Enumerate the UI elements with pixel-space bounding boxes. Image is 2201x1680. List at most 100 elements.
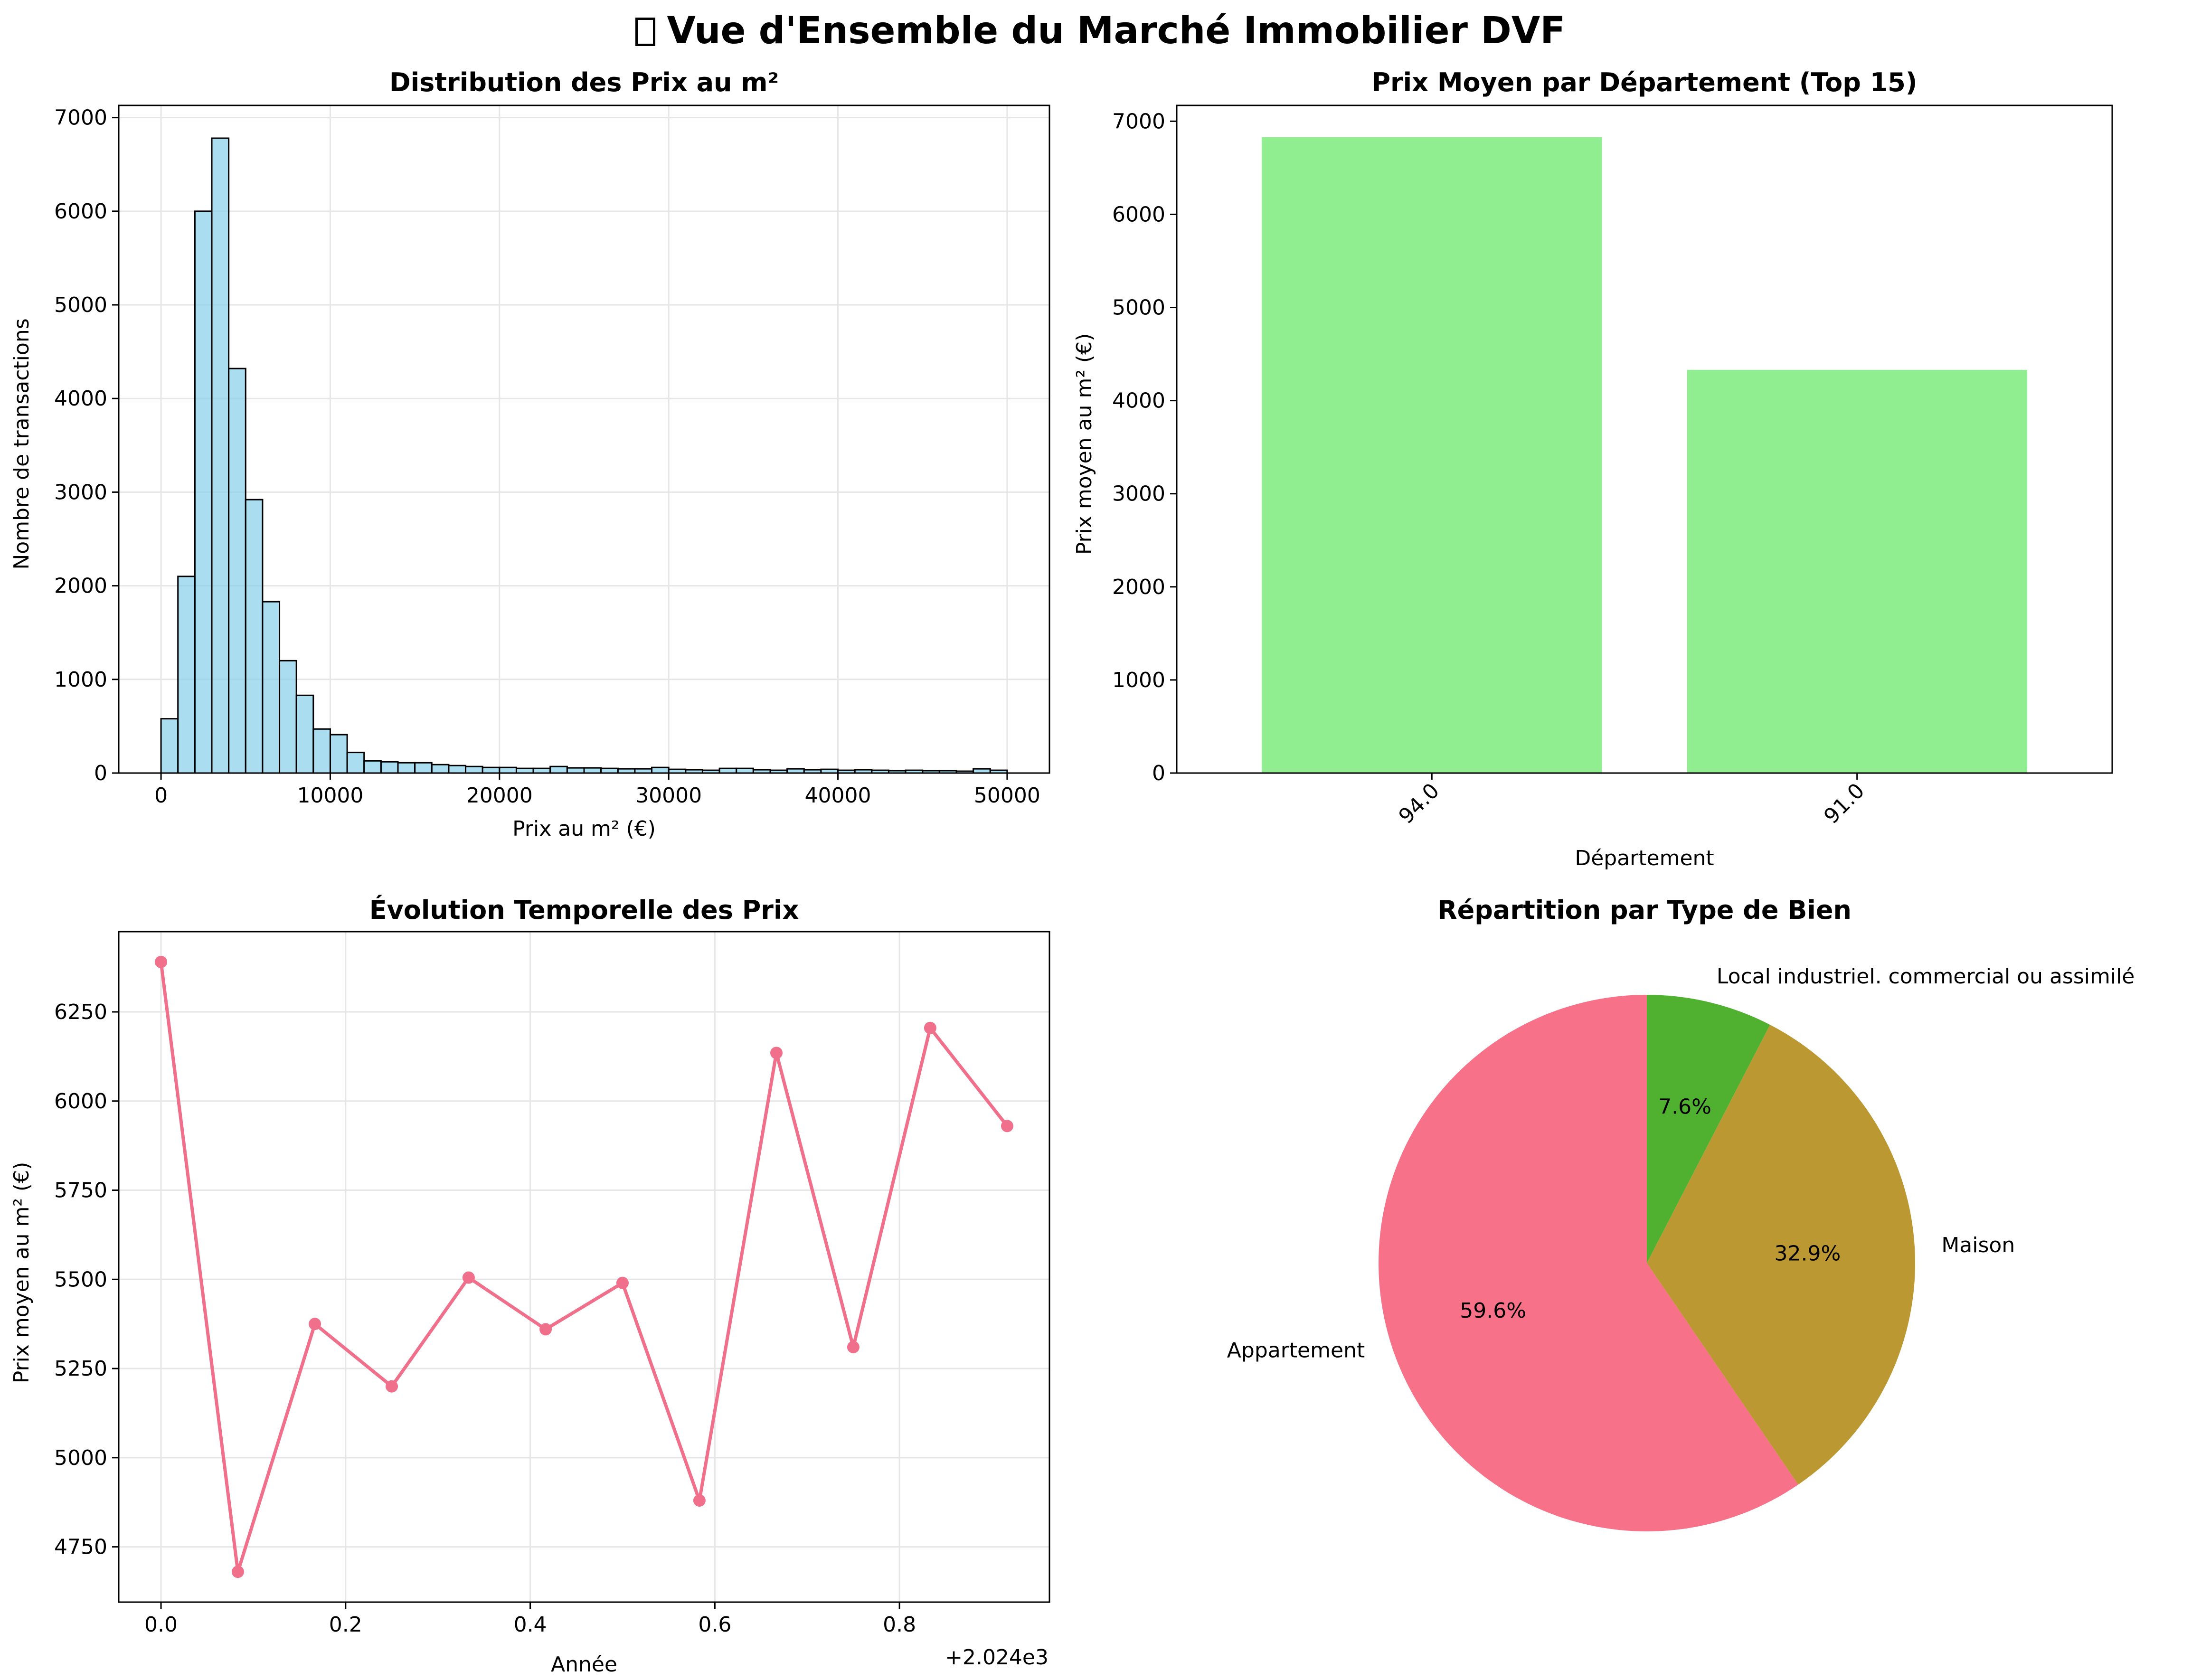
department-y-tick-label: 1000 — [1112, 668, 1165, 692]
trend-point — [693, 1494, 706, 1507]
histogram-y-tick-label: 1000 — [54, 668, 107, 692]
department-xlabel: Département — [1575, 846, 1714, 870]
histogram-bar — [312, 728, 331, 774]
histogram-bar — [448, 764, 467, 774]
trend-point — [924, 1021, 936, 1034]
histogram-bar — [228, 368, 246, 774]
pie-slice — [1647, 995, 1770, 1263]
histogram-y-tick-label: 3000 — [54, 480, 107, 504]
histogram-ylabel: Nombre de transactions — [9, 318, 34, 569]
trend-y-tick-label: 4750 — [54, 1535, 107, 1559]
figure-title: Vue d'Ensemble du Marché Immobilier DVF — [0, 5, 2201, 57]
histogram-bar — [177, 576, 196, 774]
department-x-tick-label: 91.0 — [1819, 779, 1869, 829]
trend-frame — [118, 931, 1050, 1603]
histogram-x-tick-label: 40000 — [805, 783, 871, 808]
trend-y-tick-label: 5500 — [54, 1267, 107, 1292]
histogram-bar — [194, 210, 213, 774]
histogram-y-tick-label: 7000 — [54, 106, 107, 130]
histogram-bar — [295, 694, 314, 774]
histogram-frame — [118, 104, 1050, 774]
trend-y-tick-label: 5250 — [54, 1357, 107, 1381]
trend-xlabel: Année — [551, 1652, 617, 1677]
trend-point — [385, 1380, 398, 1393]
trend-x-tick-label: 0.2 — [329, 1613, 362, 1637]
department-x-tick-label: 94.0 — [1394, 779, 1444, 829]
histogram-bar — [465, 765, 483, 774]
histogram-bar — [160, 718, 179, 774]
trend-point — [231, 1566, 244, 1578]
histogram-bar — [499, 766, 517, 774]
pie-category-label: Local industriel. commercial ou assimilé — [1717, 964, 2135, 989]
department-y-tick-label: 2000 — [1112, 575, 1165, 599]
trend-point — [770, 1047, 783, 1059]
department-frame — [1176, 104, 2113, 774]
trend-point — [462, 1271, 475, 1284]
pie-category-label: Appartement — [1227, 1339, 1365, 1363]
department-bar-panel: Prix Moyen par Département (Top 15) Dépa… — [1072, 67, 2113, 870]
trend-point — [155, 955, 168, 968]
histogram-bar — [279, 660, 297, 774]
department-title: Prix Moyen par Département (Top 15) — [1371, 67, 1917, 97]
histogram-x-tick-label: 10000 — [297, 783, 363, 808]
pie-title: Répartition par Type de Bien — [1437, 895, 1851, 925]
histogram-bar — [329, 734, 348, 774]
department-y-tick-label: 0 — [1152, 761, 1165, 785]
histogram-bar — [397, 762, 416, 774]
pie-slice — [1647, 1025, 1915, 1485]
histogram-x-tick-label: 20000 — [466, 783, 533, 808]
histogram-title: Distribution des Prix au m² — [389, 67, 779, 97]
trend-point — [539, 1323, 552, 1336]
histogram-bar — [380, 761, 399, 774]
trend-x-tick-label: 0.0 — [144, 1613, 178, 1637]
department-y-tick-label: 6000 — [1112, 202, 1165, 227]
department-y-tick-label: 3000 — [1112, 482, 1165, 506]
histogram-y-tick-label: 0 — [94, 761, 107, 785]
trend-line-panel: Évolution Temporelle des Prix Année Prix… — [9, 895, 1050, 1677]
trend-x-tick-label: 0.8 — [883, 1613, 916, 1637]
histogram-xlabel: Prix au m² (€) — [512, 817, 656, 841]
histogram-bar — [245, 499, 264, 774]
histogram-y-tick-label: 2000 — [54, 574, 107, 598]
histogram-bar — [651, 766, 670, 774]
pie-slice — [1378, 995, 1798, 1531]
department-y-tick-label: 5000 — [1112, 296, 1165, 320]
pie-percent-label: 59.6% — [1460, 1299, 1526, 1323]
pie-percent-label: 32.9% — [1774, 1241, 1841, 1265]
department-ylabel: Prix moyen au m² (€) — [1072, 333, 1096, 555]
pie-category-label: Maison — [1941, 1233, 2015, 1257]
histogram-bar — [346, 752, 365, 774]
histogram-bar — [414, 762, 433, 774]
missing-glyph-icon — [635, 18, 656, 46]
histogram-x-tick-label: 50000 — [974, 783, 1040, 808]
histogram-bar — [262, 601, 281, 774]
trend-y-tick-label: 6000 — [54, 1089, 107, 1114]
trend-y-tick-label: 5000 — [54, 1446, 107, 1470]
histogram-x-tick-label: 0 — [154, 783, 168, 808]
trend-line — [159, 962, 1009, 1574]
pie-percent-label: 7.6% — [1658, 1095, 1711, 1119]
trend-title: Évolution Temporelle des Prix — [369, 895, 799, 925]
trend-point — [309, 1318, 321, 1331]
pie-panel: Répartition par Type de Bien Appartement… — [1227, 895, 2135, 1531]
trend-point — [847, 1340, 860, 1353]
trend-x-tick-label: 0.6 — [698, 1613, 731, 1637]
histogram-bar — [583, 767, 602, 774]
trend-y-tick-label: 5750 — [54, 1179, 107, 1203]
figure-title-text: Vue d'Ensemble du Marché Immobilier DVF — [667, 9, 1566, 52]
department-y-tick-label: 4000 — [1112, 389, 1165, 413]
trend-ylabel: Prix moyen au m² (€) — [9, 1162, 34, 1384]
histogram-y-tick-label: 6000 — [54, 199, 107, 224]
trend-x-tick-label: 0.4 — [514, 1613, 547, 1637]
trend-y-tick-label: 6250 — [54, 1000, 107, 1024]
histogram-bar — [482, 766, 501, 774]
histogram-bar — [549, 765, 568, 774]
department-bar — [1262, 137, 1602, 773]
trend-point — [1001, 1120, 1013, 1133]
department-bar — [1687, 369, 2027, 773]
histogram-x-tick-label: 30000 — [635, 783, 702, 808]
histogram-y-tick-label: 4000 — [54, 387, 107, 411]
histogram-bar — [211, 137, 230, 774]
histogram-bar — [431, 764, 450, 774]
